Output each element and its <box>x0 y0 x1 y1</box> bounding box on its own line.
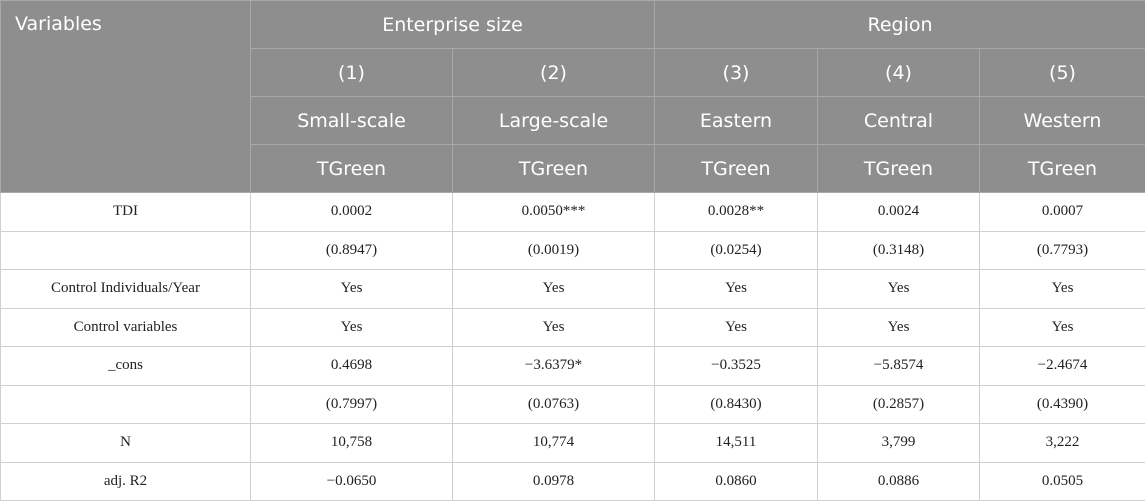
cell: Yes <box>251 308 453 347</box>
cell: 10,758 <box>251 424 453 463</box>
column-name: Central <box>818 97 980 145</box>
cell: 0.0050*** <box>453 193 655 232</box>
column-name: Western <box>980 97 1145 145</box>
row-label: adj. R2 <box>1 462 251 501</box>
cell: 0.0024 <box>818 193 980 232</box>
row-label: Control variables <box>1 308 251 347</box>
cell: Yes <box>818 270 980 309</box>
cell: −0.0650 <box>251 462 453 501</box>
row-label: N <box>1 424 251 463</box>
cell: −2.4674 <box>980 347 1145 386</box>
dependent-variable: TGreen <box>818 145 980 193</box>
row-label <box>1 231 251 270</box>
column-name: Large-scale <box>453 97 655 145</box>
dependent-variable: TGreen <box>980 145 1145 193</box>
cell: (0.3148) <box>818 231 980 270</box>
column-number: (4) <box>818 49 980 97</box>
cell: Yes <box>655 308 818 347</box>
cell: 0.0860 <box>655 462 818 501</box>
variables-header: Variables <box>1 1 251 193</box>
cell: Yes <box>980 270 1145 309</box>
cell: 3,222 <box>980 424 1145 463</box>
cell: Yes <box>818 308 980 347</box>
cell: 0.0007 <box>980 193 1145 232</box>
column-number: (2) <box>453 49 655 97</box>
cell: 0.0978 <box>453 462 655 501</box>
row-label <box>1 385 251 424</box>
row-label: Control Individuals/Year <box>1 270 251 309</box>
row-label: _cons <box>1 347 251 386</box>
cell: 10,774 <box>453 424 655 463</box>
cell: (0.8947) <box>251 231 453 270</box>
cell: (0.7793) <box>980 231 1145 270</box>
group-header: Enterprise size <box>251 1 655 49</box>
cell: 14,511 <box>655 424 818 463</box>
cell: (0.4390) <box>980 385 1145 424</box>
group-header: Region <box>655 1 1145 49</box>
cell: Yes <box>980 308 1145 347</box>
column-number: (3) <box>655 49 818 97</box>
cell: 0.0886 <box>818 462 980 501</box>
cell: (0.0763) <box>453 385 655 424</box>
cell: 3,799 <box>818 424 980 463</box>
cell: Yes <box>251 270 453 309</box>
cell: (0.7997) <box>251 385 453 424</box>
dependent-variable: TGreen <box>655 145 818 193</box>
dependent-variable: TGreen <box>453 145 655 193</box>
cell: 0.0505 <box>980 462 1145 501</box>
dependent-variable: TGreen <box>251 145 453 193</box>
column-number: (5) <box>980 49 1145 97</box>
table-header: Variables Enterprise size Region (1)(2)(… <box>1 1 1145 193</box>
table-row: (0.8947)(0.0019)(0.0254)(0.3148)(0.7793) <box>1 231 1145 270</box>
row-label: TDI <box>1 193 251 232</box>
cell: (0.2857) <box>818 385 980 424</box>
column-name: Small-scale <box>251 97 453 145</box>
cell: 0.0002 <box>251 193 453 232</box>
cell: 0.4698 <box>251 347 453 386</box>
cell: 0.0028** <box>655 193 818 232</box>
cell: −3.6379* <box>453 347 655 386</box>
cell: −5.8574 <box>818 347 980 386</box>
cell: (0.0254) <box>655 231 818 270</box>
column-name: Eastern <box>655 97 818 145</box>
cell: Yes <box>453 270 655 309</box>
column-number: (1) <box>251 49 453 97</box>
cell: Yes <box>655 270 818 309</box>
cell: (0.8430) <box>655 385 818 424</box>
cell: (0.0019) <box>453 231 655 270</box>
table-row: (0.7997)(0.0763)(0.8430)(0.2857)(0.4390) <box>1 385 1145 424</box>
cell: Yes <box>453 308 655 347</box>
cell: −0.3525 <box>655 347 818 386</box>
